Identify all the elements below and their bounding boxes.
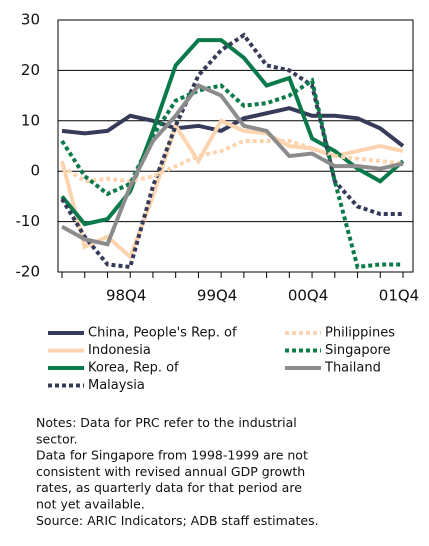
legend-label: Singapore [325,343,391,358]
series-line [60,138,404,184]
y-tick-label: 10 [21,111,40,129]
note-line: Notes: Data for PRC refer to the industr… [36,415,297,430]
plot-frame [57,19,414,273]
legend-label: Thailand [324,361,381,376]
series-line [60,38,405,227]
note-line: not yet available. [36,497,145,512]
legend-label: Philippines [325,326,395,341]
legend-label: Indonesia [88,343,151,358]
series-line [60,118,404,261]
y-tick-label: 0 [30,162,40,180]
series-line [60,77,403,270]
y-tick-label: -20 [16,263,41,281]
x-tick-label: 98Q4 [106,287,146,305]
x-tick-label: 99Q4 [197,287,237,305]
note-line: sector. [36,431,78,446]
x-tick-label: 01Q4 [379,287,419,305]
y-tick-label: 20 [21,61,40,79]
legend-label: China, People's Rep. of [88,326,237,341]
note-line: Source: ARIC Indicators; ADB staff estim… [36,513,319,528]
series-line [61,83,404,247]
y-tick-label: -10 [16,212,41,230]
y-tick-label: 30 [21,11,40,29]
legend-label: Malaysia [88,378,145,393]
note-line: consistent with revised annual GDP growt… [36,464,305,479]
note-line: rates, as quarterly data for that period… [36,480,302,495]
series-line [60,32,403,270]
note-line: Data for Singapore from 1998-1999 are no… [36,448,308,463]
x-tick-label: 00Q4 [288,287,328,305]
legend-label: Korea, Rep. of [88,361,179,376]
